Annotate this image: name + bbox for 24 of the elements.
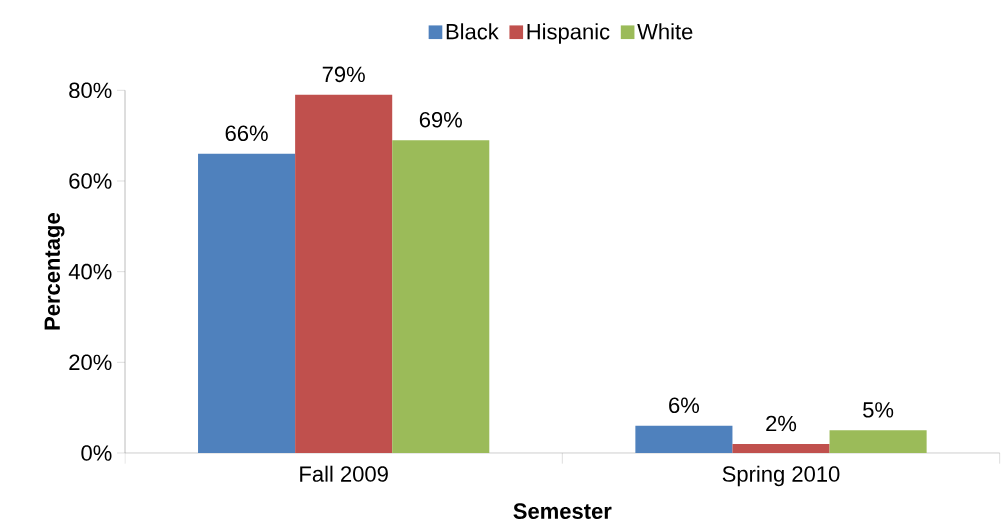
- data-label: 5%: [863, 402, 894, 418]
- x-axis-title: Semester: [513, 503, 612, 519]
- data-label: 69%: [419, 111, 462, 128]
- bar: [635, 425, 733, 453]
- x-tick-label: Spring 2010: [722, 465, 840, 487]
- x-tick-label: Fall 2009: [300, 465, 388, 482]
- bar: [829, 430, 927, 453]
- data-label: 6%: [669, 397, 700, 414]
- y-axis-title: Percentage: [44, 213, 65, 330]
- legend-label: Hispanic: [527, 23, 610, 44]
- legend-label: White: [637, 23, 693, 40]
- y-tick-label: 80%: [69, 82, 112, 99]
- bar: [198, 153, 296, 453]
- bar: [732, 443, 830, 453]
- data-label: 2%: [766, 415, 797, 432]
- y-tick-label: 60%: [69, 173, 112, 189]
- y-tick-label: 0%: [81, 445, 112, 461]
- data-label: 79%: [322, 66, 365, 83]
- legend-label: Black: [446, 23, 499, 40]
- data-label: 66%: [225, 125, 268, 142]
- bar: [295, 94, 393, 453]
- y-tick-label: 40%: [68, 263, 112, 280]
- y-tick-label: 20%: [69, 354, 112, 371]
- bar: [392, 140, 490, 453]
